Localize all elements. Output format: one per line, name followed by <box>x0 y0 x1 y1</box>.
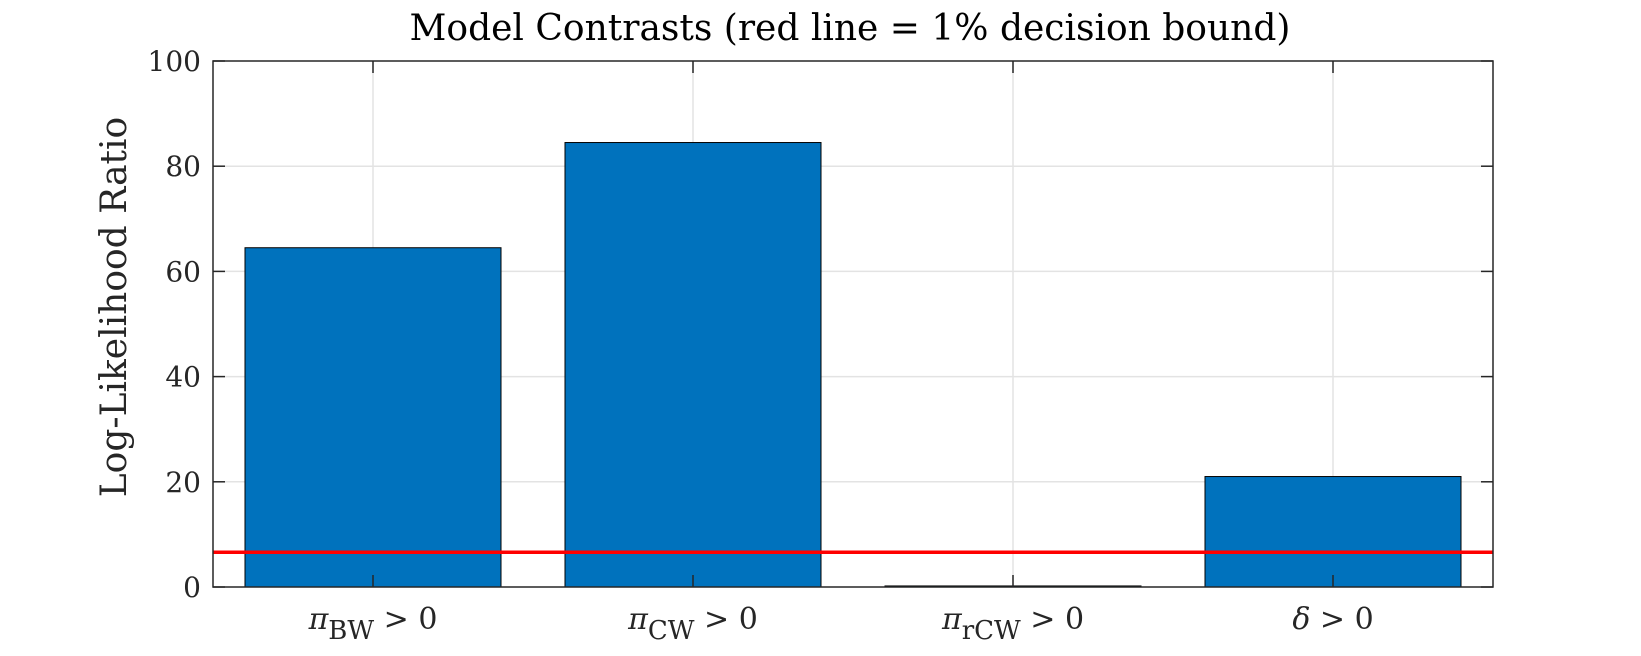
axes-box <box>212 60 1494 588</box>
y-tick-label: 20 <box>165 466 201 499</box>
y-tick-label: 0 <box>183 571 201 604</box>
bar-3 <box>1204 476 1462 588</box>
x-tick-symbol: π <box>627 602 649 637</box>
chart-title: Model Contrasts (red line = 1% decision … <box>410 8 1291 49</box>
y-tick-label: 80 <box>165 150 201 183</box>
x-tick-condition: > 0 <box>695 602 758 637</box>
x-tick-symbol: π <box>308 602 330 637</box>
x-tick-symbol: δ <box>1292 602 1310 637</box>
x-tick-subscript: rCW <box>962 616 1021 646</box>
x-tick-condition: > 0 <box>1021 602 1084 637</box>
x-tick-symbol: π <box>941 602 963 637</box>
bars <box>244 142 1462 588</box>
y-tick-label: 40 <box>165 361 201 394</box>
y-tick-label: 100 <box>148 45 201 78</box>
bar-1 <box>564 142 822 588</box>
x-tick-label-0: πBW > 0 <box>308 602 438 646</box>
y-tick-labels: 0 20 40 60 80 100 <box>148 45 201 604</box>
y-tick-label: 60 <box>165 255 201 288</box>
x-tick-condition: > 0 <box>1310 602 1373 637</box>
x-tick-label-3: δ > 0 <box>1292 602 1373 637</box>
x-tick-label-2: πrCW > 0 <box>941 602 1084 646</box>
x-tick-subscript: BW <box>328 616 374 646</box>
bar-0 <box>244 247 502 588</box>
x-tick-label-1: πCW > 0 <box>627 602 758 646</box>
ticks <box>213 60 1493 588</box>
x-tick-subscript: CW <box>648 616 695 646</box>
y-axis-label: Log-Likelihood Ratio <box>94 117 135 497</box>
x-tick-condition: > 0 <box>374 602 437 637</box>
